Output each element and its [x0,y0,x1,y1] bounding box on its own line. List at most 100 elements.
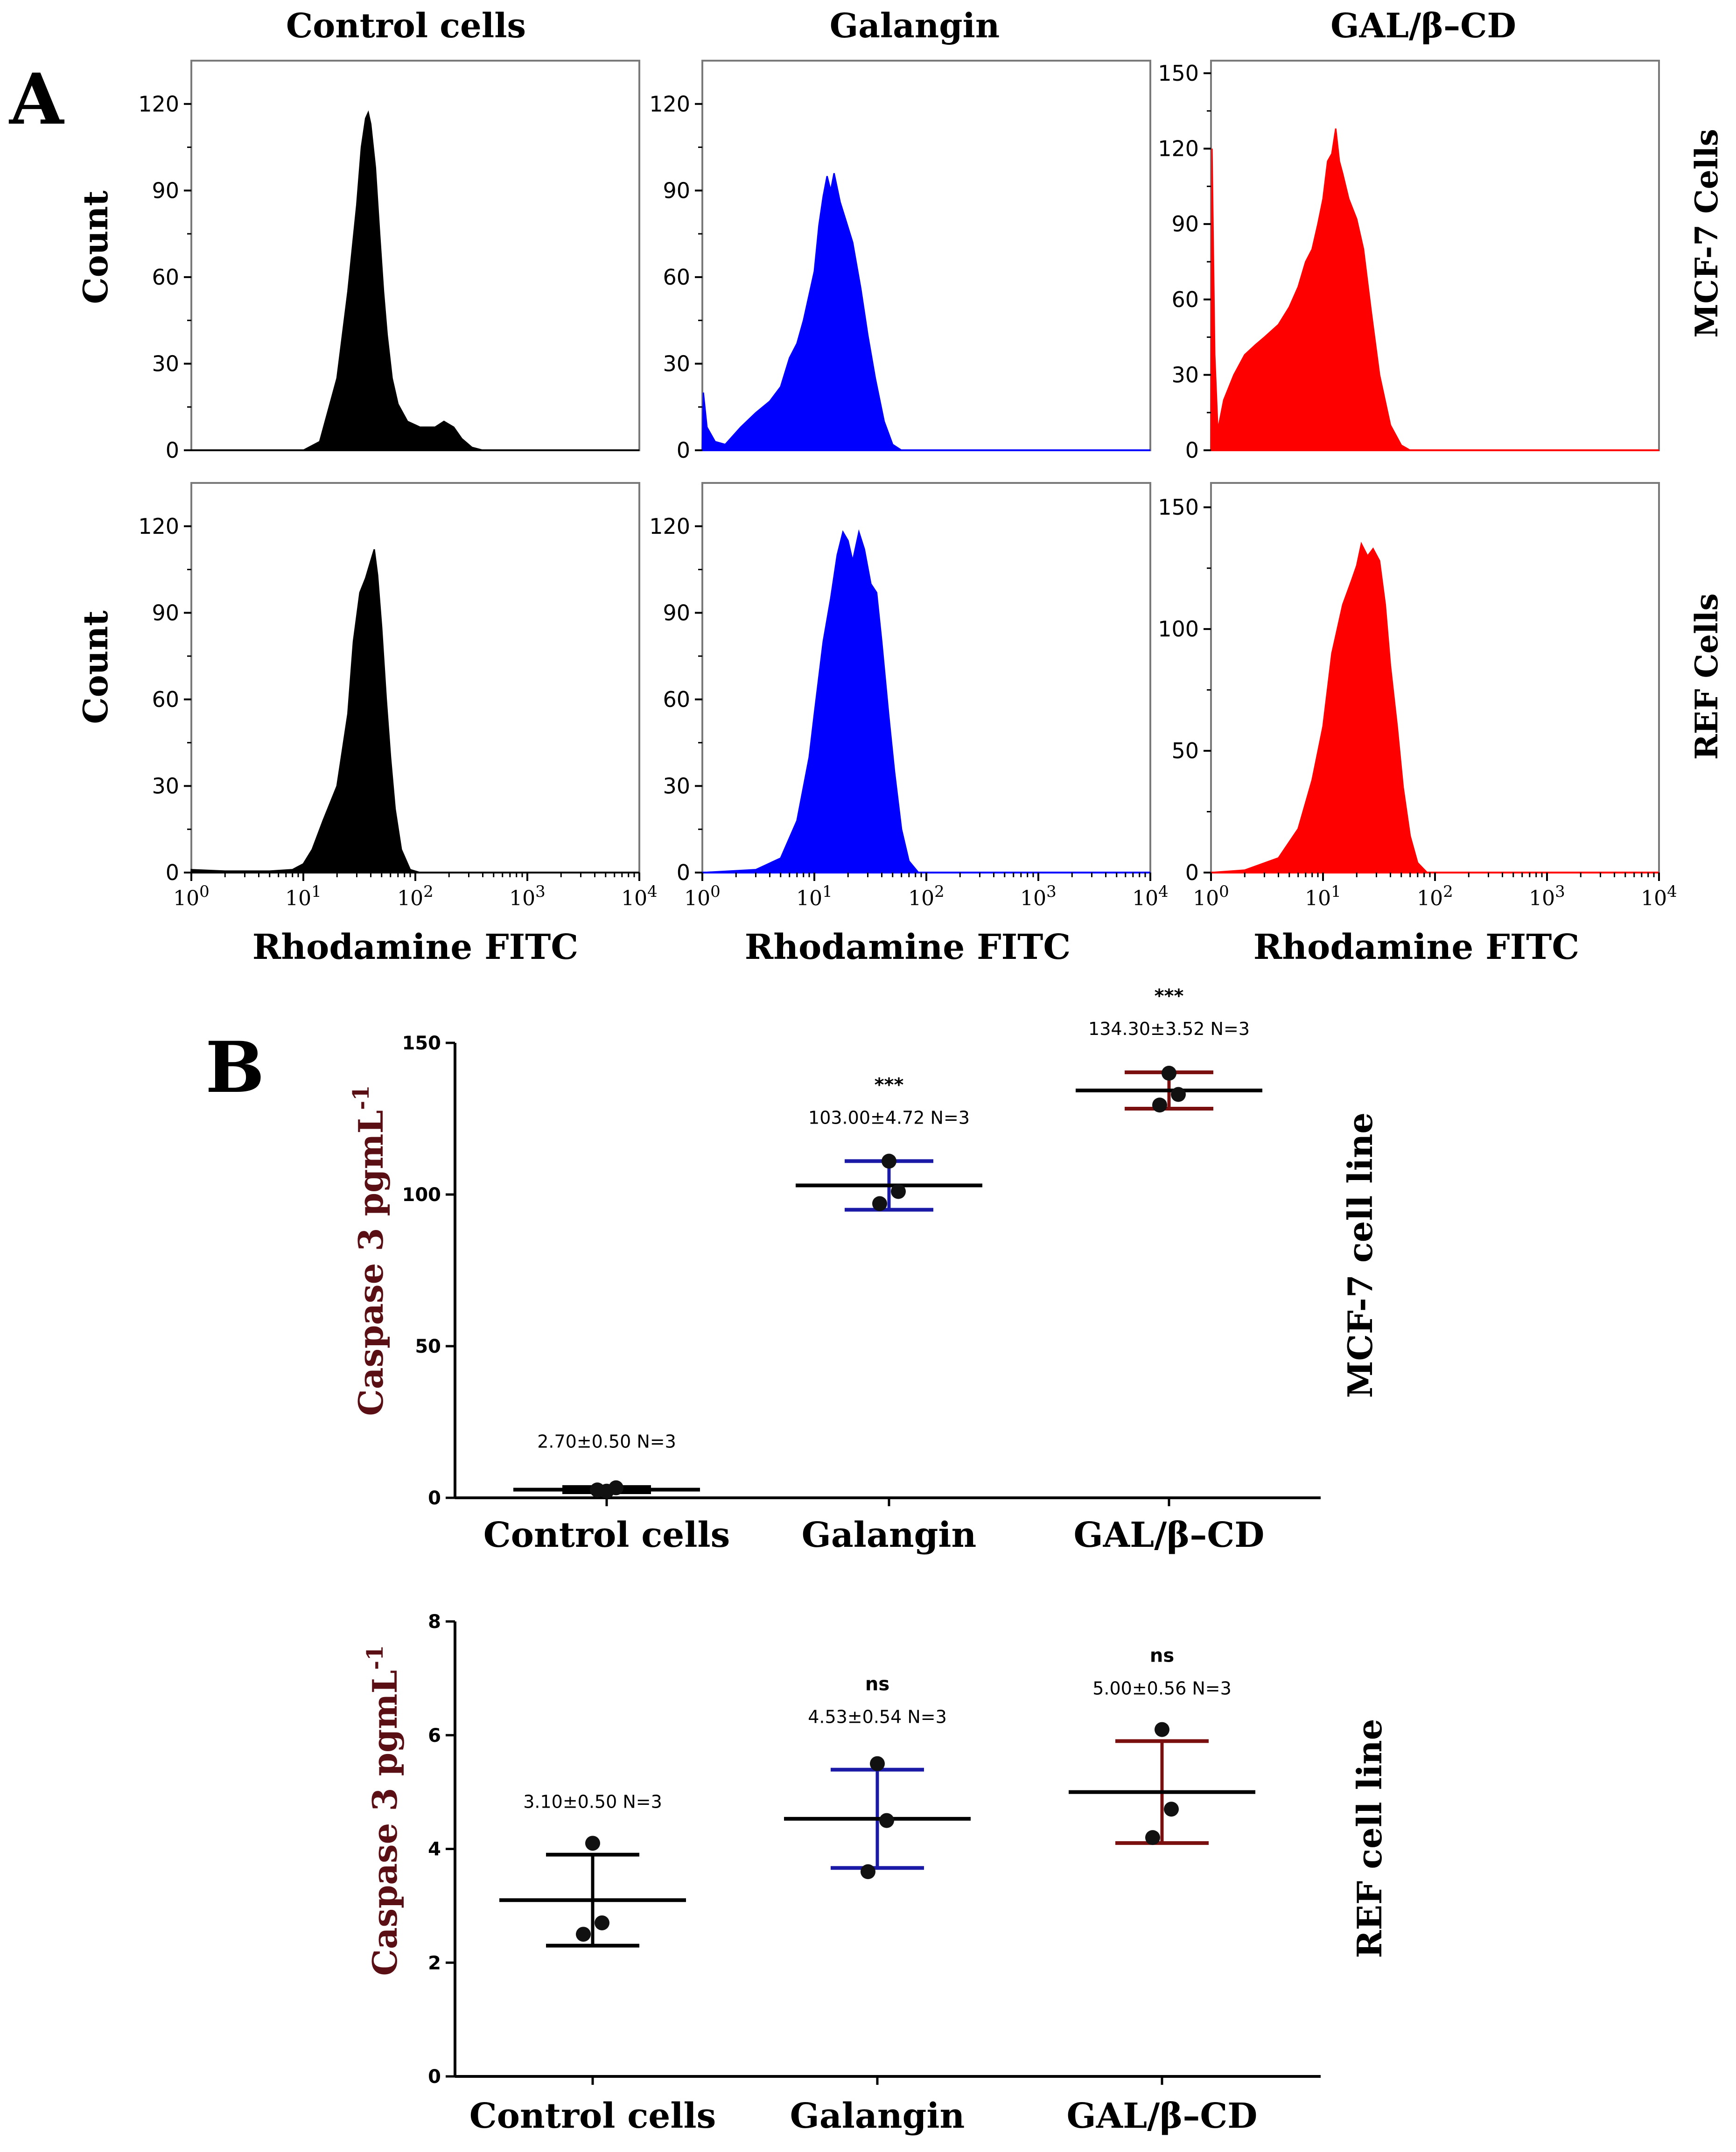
histogram-area [190,549,639,873]
data-point [870,1756,885,1771]
x-tick-base: 10 [1529,887,1555,910]
column-title-galangin: Galangin [830,6,1000,45]
y-tick-label: 2 [428,1952,441,1974]
plot-frame [190,60,640,451]
y-tick-label: 60 [1171,287,1199,312]
y-tick-label: 6 [428,1725,441,1747]
panel-b-letter: B [205,1027,265,1109]
x-tick-exp: 1 [1331,882,1341,901]
data-point [879,1813,894,1828]
x-tick-base: 10 [1193,887,1219,910]
x-tick-label: Control cells [483,1515,730,1555]
x-tick-base: 10 [621,887,647,910]
data-point [1162,1066,1176,1081]
x-tick-base: 10 [684,887,710,910]
group-2: GAL/β–CD 134.30±3.52 N=3 *** [1074,985,1265,1555]
y-tick-label: 8 [428,1611,441,1633]
x-tick-label: 102 [908,882,945,910]
x-tick-label: Galangin [790,2096,965,2136]
x-tick-label: 103 [1020,882,1057,910]
column-title-galbcd: GAL/β–CD [1330,6,1516,45]
y-tick-label: 30 [663,351,690,376]
x-tick-base: 10 [1417,887,1443,910]
y-tick-label: 0 [428,1488,441,1509]
plot-frame [701,482,1151,873]
b-ylabel-ref-text: Caspase 3 pgmL [365,1670,405,1976]
data-point [1164,1802,1179,1817]
x-tick-exp: 2 [934,882,945,901]
x-tick-base: 10 [1641,887,1667,910]
y-tick-label: 100 [1158,616,1199,642]
b-row-title-mcf7: MCF-7 cell line [1340,1112,1380,1398]
hist-xlabel-control: Rhodamine FITC [252,927,579,967]
y-tick-label: 30 [152,773,179,798]
plot-frame [701,60,1151,451]
group-2: GAL/β–CD 5.00±0.56 N=3 ns [1067,1645,1258,2136]
y-tick-label: 0 [1185,438,1199,463]
data-point [861,1864,875,1880]
x-tick-label: Control cells [469,2096,716,2136]
significance-label: *** [875,1074,904,1096]
group-stat-label: 4.53±0.54 N=3 [808,1707,947,1727]
x-tick-label: GAL/β–CD [1074,1515,1265,1555]
y-tick-label: 50 [1171,738,1199,763]
x-tick-label: 100 [1193,882,1229,910]
histogram-area [701,173,1150,451]
significance-label: ns [865,1674,889,1695]
y-tick-label: 0 [166,860,179,885]
x-tick-label: 101 [285,882,322,910]
histogram-area [702,529,1150,873]
group-stat-label: 3.10±0.50 N=3 [523,1792,662,1812]
y-tick-label: 4 [428,1839,441,1860]
y-tick-label: 30 [663,773,690,798]
y-tick-label: 60 [152,265,179,290]
y-tick-label: 50 [415,1336,441,1357]
data-point [609,1480,623,1495]
b-ylabel-ref-sup: -1 [362,1645,388,1670]
x-tick-exp: 0 [1219,882,1229,901]
histogram-area [1210,128,1659,451]
x-tick-label: 104 [621,882,658,910]
y-tick-label: 120 [649,91,690,117]
histogram-area [191,110,639,451]
x-tick-base: 10 [1132,887,1158,910]
x-tick-label: 104 [1641,882,1677,910]
x-tick-exp: 3 [1555,882,1565,901]
data-point [891,1184,906,1199]
group-stat-label: 134.30±3.52 N=3 [1088,1019,1250,1039]
x-tick-label: 103 [509,882,546,910]
caspase-plot-1: 0 50 100 150 Control cells 2.70±0.50 N=3 Galan… [402,985,1321,1555]
x-tick-label: 100 [684,882,721,910]
x-tick-exp: 3 [535,882,546,901]
x-tick-label: 101 [1305,882,1341,910]
y-tick-label: 60 [663,265,690,290]
significance-label: ns [1150,1645,1174,1666]
y-tick-label: 0 [166,438,179,463]
data-point [585,1836,600,1851]
b-ylabel-mcf7-sup: -1 [348,1085,374,1110]
y-tick-label: 150 [1158,495,1199,520]
row-title-ref: REF Cells [1688,594,1725,760]
y-tick-label: 0 [428,2066,441,2088]
x-tick-base: 10 [908,887,934,910]
group-stat-label: 5.00±0.56 N=3 [1092,1678,1232,1698]
hist-xlabel-galbcd: Rhodamine FITC [1253,927,1580,967]
y-tick-label: 60 [152,687,179,712]
data-point [882,1153,896,1169]
y-tick-label: 150 [402,1033,441,1054]
hist-xlabel-galangin: Rhodamine FITC [745,927,1071,967]
histogram-1: 0 30 60 90 120 [138,60,640,463]
data-point [590,1482,605,1498]
x-tick-base: 10 [397,887,423,910]
b-ylabel-mcf7-text: Caspase 3 pgmL [351,1110,391,1416]
y-tick-label: 120 [649,514,690,539]
b-ylabel-mcf7: Caspase 3 pgmL-1 [348,1085,391,1416]
significance-label: *** [1155,985,1184,1007]
x-tick-base: 10 [173,887,199,910]
y-tick-label: 0 [677,438,690,463]
plot-frame [190,482,640,873]
